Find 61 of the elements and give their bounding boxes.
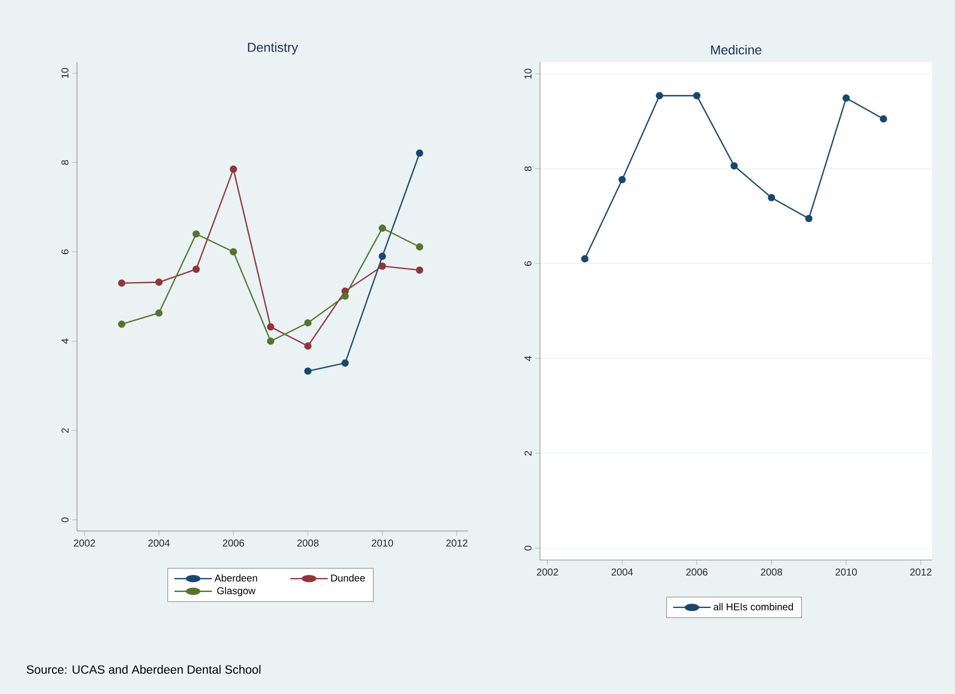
point — [155, 309, 163, 317]
y-tick-label: 6 — [61, 249, 68, 254]
x-tick-label: 2010 — [372, 540, 394, 547]
point — [842, 94, 850, 102]
x-tick-label: 2006 — [686, 568, 708, 576]
x-tick-label: 2010 — [836, 568, 857, 576]
point — [341, 359, 349, 367]
x-tick-label: 2002 — [74, 540, 96, 547]
chart-title: Dentistry — [248, 42, 298, 54]
source-note: Source: UCAS and Aberdeen Dental School — [26, 665, 260, 674]
y-tick-label: 8 — [61, 160, 68, 165]
x-tick-label: 2008 — [760, 568, 782, 576]
point — [378, 262, 386, 270]
x-tick-label: 2004 — [612, 568, 633, 576]
legend-label: all HEIs combined — [714, 603, 793, 610]
legend-label: Glasgow — [217, 586, 256, 596]
y-tick-label: 4 — [62, 338, 68, 344]
point — [341, 292, 349, 300]
point — [118, 279, 126, 287]
y-tick-label: 6 — [524, 261, 532, 266]
y-tick-label: 8 — [524, 166, 532, 172]
point — [230, 166, 238, 173]
x-tick-label: 2012 — [446, 540, 468, 547]
point — [730, 162, 738, 170]
point — [192, 266, 200, 273]
y-tick-label: 10 — [61, 68, 68, 78]
x-tick-label: 2004 — [148, 540, 170, 547]
point — [416, 243, 424, 251]
point — [266, 338, 274, 345]
y-tick-label: 0 — [524, 546, 532, 551]
point — [378, 252, 386, 260]
point — [656, 92, 664, 100]
point — [230, 248, 238, 256]
point — [155, 278, 163, 286]
point — [266, 323, 274, 331]
point — [768, 194, 776, 202]
point — [416, 149, 424, 157]
point — [416, 266, 424, 274]
chart-title: Medicine — [711, 44, 762, 54]
x-tick-label: 2006 — [222, 540, 244, 547]
point — [304, 319, 312, 326]
x-tick-label: 2012 — [910, 568, 932, 576]
point — [581, 255, 588, 262]
point — [378, 224, 386, 232]
point — [693, 92, 700, 100]
legend-label: Aberdeen — [214, 574, 258, 582]
point — [880, 115, 888, 123]
point — [618, 176, 626, 184]
y-tick-label: 2 — [524, 451, 532, 456]
point — [192, 230, 200, 238]
x-tick-label: 2008 — [297, 540, 319, 547]
y-tick-label: 10 — [524, 68, 532, 79]
legend-label: Dundee — [331, 574, 365, 582]
x-tick-label: 2002 — [536, 568, 558, 576]
y-tick-label: 0 — [61, 517, 68, 522]
point — [805, 214, 812, 222]
point — [304, 367, 312, 375]
y-tick-label: 4 — [524, 356, 532, 361]
point — [304, 342, 312, 350]
point — [118, 320, 126, 328]
y-tick-label: 2 — [62, 428, 68, 433]
